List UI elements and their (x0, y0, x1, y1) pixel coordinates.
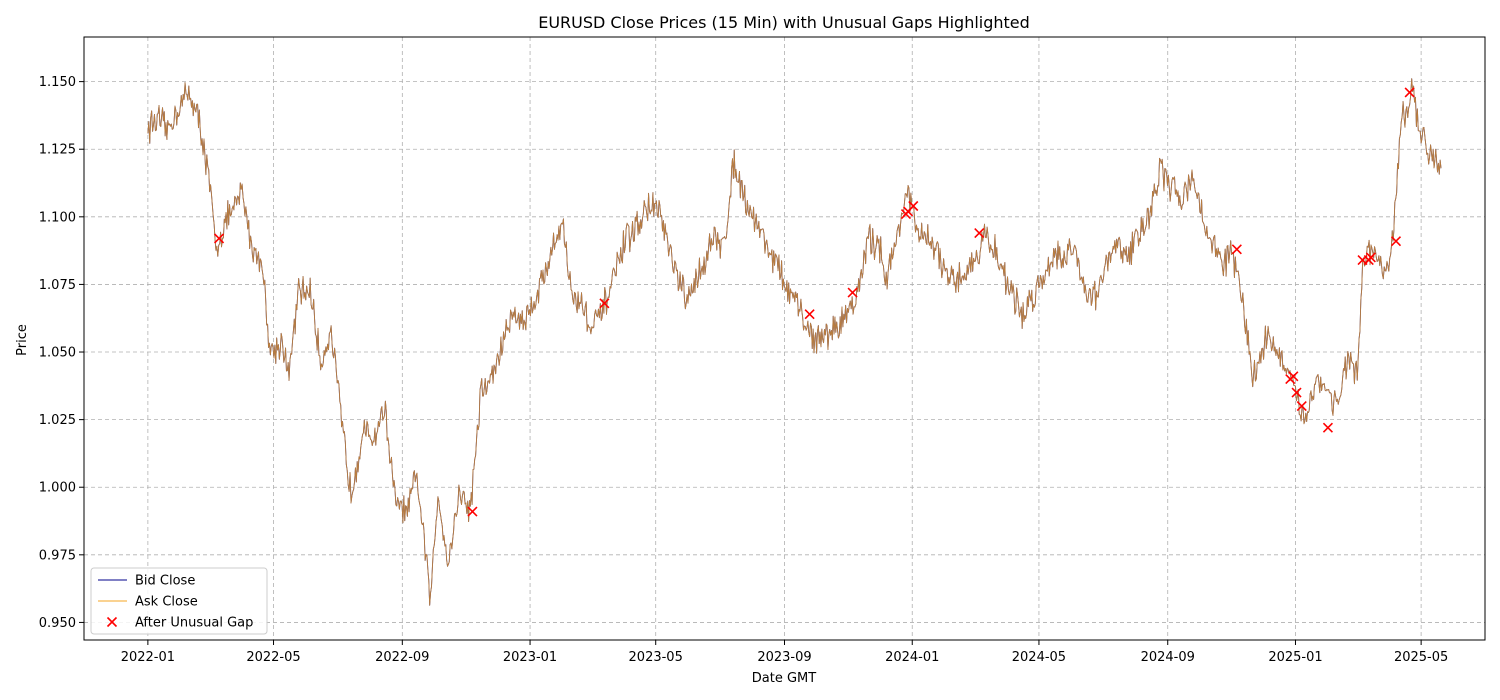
gap-marker (214, 233, 225, 244)
legend-box (90, 567, 268, 635)
x-tick-label: 2024-01 (885, 650, 939, 665)
y-tick-label: 1.025 (39, 413, 76, 428)
gap-marker (467, 506, 478, 517)
grid (84, 37, 1485, 640)
gap-marker (1390, 236, 1402, 247)
legend-swatch-gap (106, 616, 118, 628)
y-tick-label: 1.150 (39, 75, 76, 90)
y-tick-label: 1.125 (39, 143, 76, 158)
gap-marker (1291, 387, 1302, 398)
x-tick-label: 2025-01 (1268, 650, 1322, 665)
y-axis-label: Price (15, 324, 30, 356)
y-tick-label: 1.100 (39, 210, 76, 225)
legend-label: Ask Close (135, 595, 198, 610)
x-tick-label: 2024-05 (1012, 650, 1066, 665)
x-tick-label: 2022-05 (246, 650, 300, 665)
y-tick-label: 1.050 (39, 346, 76, 361)
x-tick-label: 2022-09 (375, 650, 429, 665)
gap-markers (214, 87, 1415, 517)
chart-title: EURUSD Close Prices (15 Min) with Unusua… (538, 13, 1030, 32)
gap-marker (974, 227, 985, 239)
x-tick-label: 2024-09 (1141, 650, 1195, 665)
gap-marker (599, 298, 610, 309)
series-lines (147, 78, 1442, 606)
x-axis-ticks: 2022-01 2022-05 2022-09 2023-01 2023-05 2023-… (121, 640, 1448, 665)
x-tick-label: 2023-05 (629, 650, 683, 665)
x-tick-label: 2023-01 (503, 650, 557, 665)
y-axis-ticks: 0.950 0.975 1.000 1.025 1.050 1.075 1.100 1.125… (39, 75, 84, 631)
x-axis-label: Date GMT (752, 671, 816, 686)
gap-marker (1365, 252, 1376, 263)
y-tick-label: 1.075 (39, 278, 76, 293)
y-tick-label: 0.975 (39, 548, 76, 563)
gap-marker (1322, 422, 1334, 433)
y-tick-label: 0.950 (39, 616, 76, 631)
gap-marker (804, 309, 815, 320)
gap-marker (1288, 371, 1299, 382)
x-tick-label: 2023-09 (757, 650, 811, 665)
gap-marker (908, 200, 919, 212)
legend-label: Bid Close (135, 574, 195, 589)
x-tick-label: 2022-01 (121, 650, 175, 665)
gap-marker (1296, 401, 1307, 412)
x-tick-label: 2025-05 (1394, 650, 1448, 665)
ask-close-line (147, 78, 1442, 606)
legend-label: After Unusual Gap (135, 616, 253, 631)
legend: Bid Close Ask Close After Unusual Gap (90, 567, 268, 635)
y-tick-label: 1.000 (39, 481, 76, 496)
gap-marker (1231, 244, 1242, 255)
gap-marker (1404, 87, 1415, 98)
gap-marker (847, 287, 858, 298)
